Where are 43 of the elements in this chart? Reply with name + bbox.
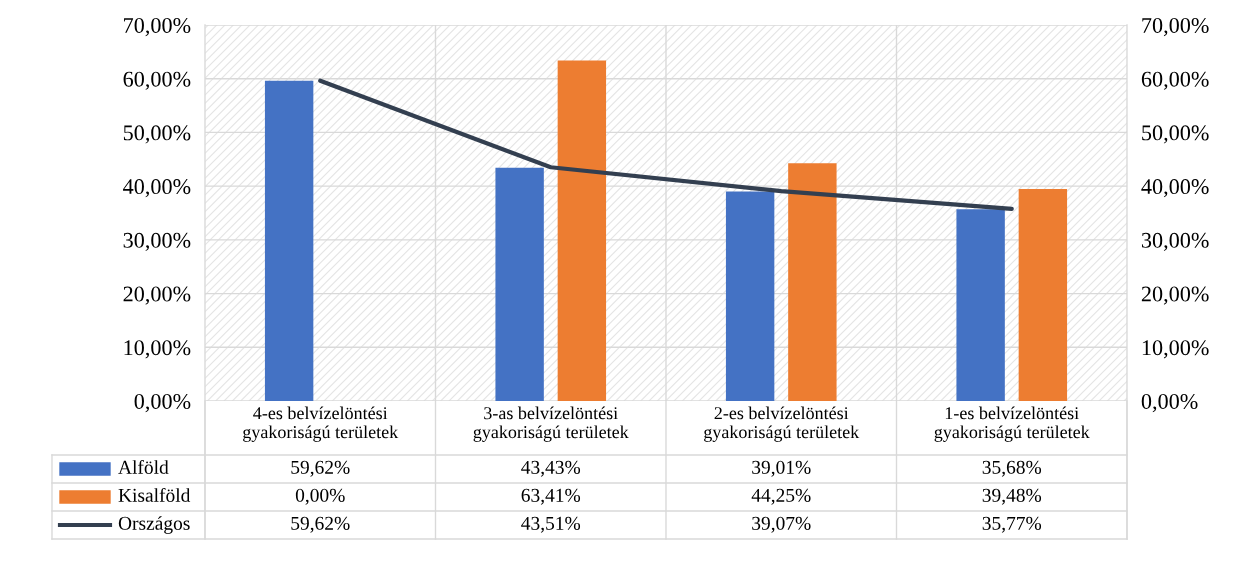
bar xyxy=(1018,188,1068,401)
y-tick-label: 70,00% xyxy=(124,17,191,37)
line-series xyxy=(318,78,1014,211)
y-tick-label: 40,00% xyxy=(123,179,191,198)
y2-tick-label: 60,00% xyxy=(1141,71,1209,90)
y-tick-label: 20,00% xyxy=(123,286,191,305)
y-tick-label: 0,00% xyxy=(134,393,191,413)
data-label: 59,62% xyxy=(291,516,350,533)
y-tick-label: 60,00% xyxy=(123,71,191,90)
legend-label: Országos xyxy=(118,516,190,534)
x-tick-label: 4-es belvízelöntési gyakoriságú területek xyxy=(243,406,399,442)
y2-tick-label: 50,00% xyxy=(1142,125,1209,144)
legend-label: Alföld xyxy=(118,459,169,474)
bar xyxy=(557,60,607,401)
x-tick-label: 2-es belvízelöntési gyakoriságú területek xyxy=(704,406,860,442)
data-label: 59,62% xyxy=(291,460,350,477)
data-label: 44,25% xyxy=(751,488,811,505)
bar xyxy=(495,167,544,401)
y2-tick-label: 10,00% xyxy=(1142,340,1209,359)
y-tick-label: 30,00% xyxy=(123,232,191,251)
data-label: 63,41% xyxy=(521,488,581,505)
y2-tick-label: 0,00% xyxy=(1141,393,1198,413)
bar xyxy=(264,80,314,401)
y-tick-label: 50,00% xyxy=(123,125,191,144)
y2-tick-label: 30,00% xyxy=(1141,232,1209,251)
bar xyxy=(956,209,1005,401)
x-tick-label: 1-es belvízelöntési gyakoriságú területek xyxy=(934,406,1090,442)
y2-tick-label: 20,00% xyxy=(1141,286,1209,305)
data-label: 0,00% xyxy=(295,488,345,505)
data-label: 43,51% xyxy=(521,516,581,533)
data-label: 35,77% xyxy=(982,516,1042,533)
legend-label: Kisalföld xyxy=(118,487,191,502)
data-label: 39,01% xyxy=(752,460,811,477)
data-label: 35,68% xyxy=(982,460,1042,477)
y2-tick-label: 70,00% xyxy=(1142,17,1209,37)
data-label: 43,43% xyxy=(521,460,581,477)
y2-tick-label: 40,00% xyxy=(1141,179,1209,198)
data-label: 39,07% xyxy=(752,516,811,533)
data-label: 39,48% xyxy=(982,488,1042,505)
x-tick-label: 3-as belvízelöntési gyakoriságú területek xyxy=(473,406,629,442)
bar xyxy=(788,163,837,401)
y-tick-label: 10,00% xyxy=(124,340,191,359)
bar xyxy=(725,191,775,401)
